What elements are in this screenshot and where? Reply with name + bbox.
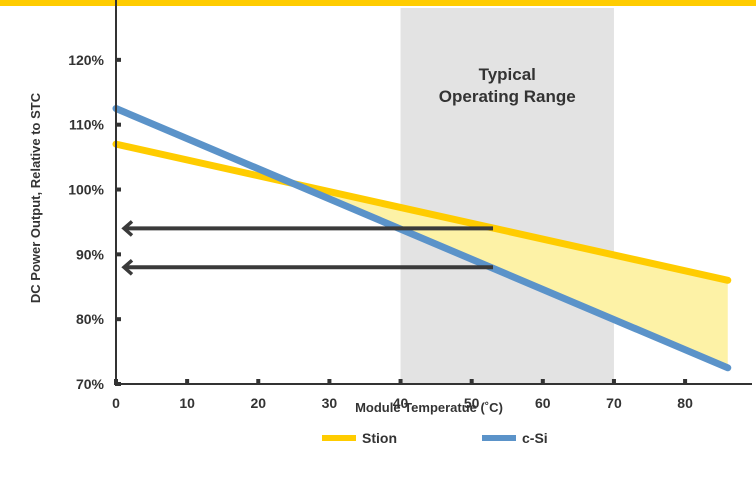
x-tick-mark-30 [327,379,332,385]
x-tick-label-70: 70 [606,395,622,411]
x-tick-mark-50 [469,379,474,385]
arrowhead-0 [121,220,134,237]
y-tick-label-90: 90% [76,246,105,262]
x-tick-label-30: 30 [322,395,338,411]
y-tick-label-120: 120% [68,52,104,68]
legend-label-stion: Stion [362,430,397,446]
y-tick-label-70: 70% [76,376,105,392]
x-tick-mark-40 [398,379,403,385]
arrowhead-1 [121,258,134,276]
x-tick-label-50: 50 [464,395,480,411]
x-tick-mark-20 [256,379,261,385]
x-tick-label-60: 60 [535,395,551,411]
series-line-stion [112,140,732,284]
y-tick-label-80: 80% [76,311,105,327]
operating-range-label-1: Operating Range [439,87,576,106]
x-tick-mark-10 [185,379,190,385]
x-tick-label-10: 10 [179,395,195,411]
legend-label-csi: c-Si [522,430,548,446]
x-tick-mark-60 [540,379,545,385]
x-tick-label-0: 0 [112,395,120,411]
x-axis-title: Module Temperatue (˚C) [355,400,503,415]
y-tick-mark-90 [115,252,121,257]
x-tick-mark-80 [683,379,688,385]
y-tick-label-100: 100% [68,182,104,198]
y-tick-mark-100 [115,187,121,192]
series-line-csi [112,104,732,372]
x-tick-label-20: 20 [250,395,266,411]
operating-range-label-0: Typical [479,65,536,84]
x-tick-label-80: 80 [677,395,693,411]
y-tick-label-110: 110% [69,117,105,133]
y-tick-mark-80 [115,317,121,322]
x-tick-mark-70 [611,379,616,385]
top-accent-bar [0,0,756,6]
operating-range-band [400,8,614,384]
y-axis-title: DC Power Output, Relative to STC [28,92,43,303]
x-tick-mark-0 [114,379,118,385]
y-tick-mark-110 [115,122,121,127]
x-tick-label-40: 40 [393,395,409,411]
y-tick-mark-120 [115,57,121,62]
